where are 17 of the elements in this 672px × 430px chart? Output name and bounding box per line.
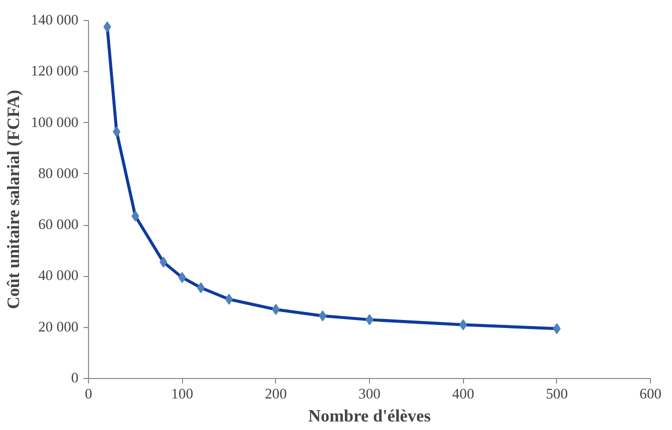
y-tick-label: 40 000 [38, 268, 79, 284]
x-tick-label: 200 [264, 386, 287, 402]
y-tick-label: 120 000 [30, 64, 79, 80]
y-tick-label: 60 000 [38, 217, 79, 234]
x-tick-label: 0 [84, 386, 92, 402]
y-tick-label: 80 000 [38, 166, 79, 182]
y-tick-label: 20 000 [38, 319, 79, 336]
y-tick-label: 100 000 [30, 114, 79, 131]
x-tick-label: 400 [452, 386, 474, 402]
x-tick-label: 500 [546, 386, 568, 402]
x-tick-label: 300 [358, 386, 380, 402]
y-tick-label: 140 000 [30, 12, 79, 28]
x-tick-label: 100 [171, 386, 194, 402]
x-tick-label: 600 [640, 386, 662, 402]
y-axis-title: Coût unitaire salarial (FCFA) [4, 90, 23, 310]
x-axis-title: Nombre d'élèves [308, 406, 431, 426]
y-tick-label: 0 [71, 370, 78, 386]
